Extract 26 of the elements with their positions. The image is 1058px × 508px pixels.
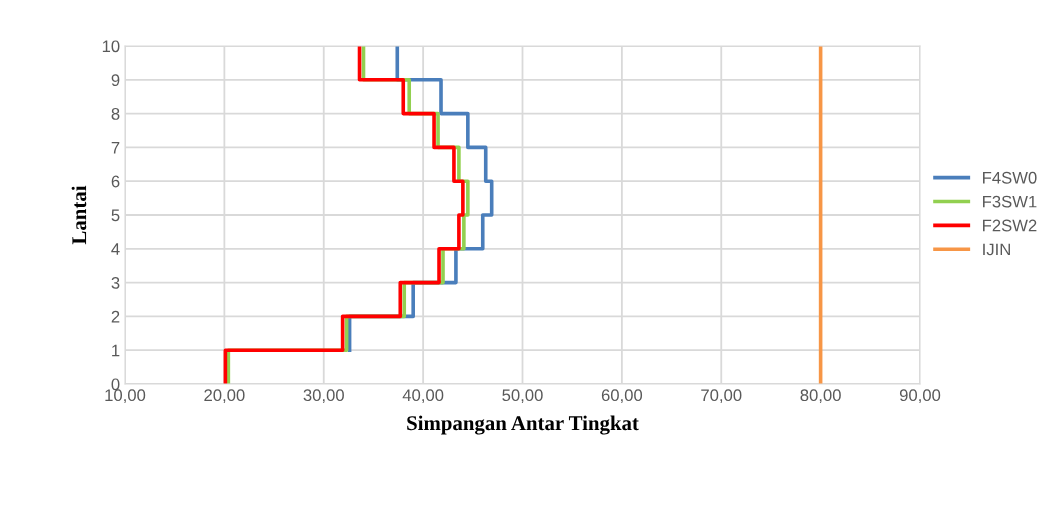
y-tick-label: 7 xyxy=(111,141,120,154)
y-tick-label: 10 xyxy=(102,40,120,53)
y-tick-label: 0 xyxy=(111,378,120,391)
y-tick-label: 8 xyxy=(111,108,120,120)
x-tick-label: 10,00 xyxy=(105,389,146,404)
y-tick-label: 4 xyxy=(111,243,120,255)
x-tick-label: 70,00 xyxy=(701,389,742,404)
y-tick-label: 1 xyxy=(112,344,120,357)
legend-label: IJIN xyxy=(983,243,1010,256)
x-tick-label: 80,00 xyxy=(800,389,841,404)
y-tick-label: 2 xyxy=(111,310,120,323)
x-tick-label: 40,00 xyxy=(402,389,444,404)
x-tick-label: 20,00 xyxy=(204,389,245,404)
y-tick-label: 9 xyxy=(111,74,120,86)
x-tick-label: 90,00 xyxy=(899,389,941,404)
y-tick-label: 3 xyxy=(111,277,120,289)
x-tick-label: 50,00 xyxy=(502,389,543,404)
legend-label: F2SW2 xyxy=(983,219,1037,232)
y-axis-title: Lantai xyxy=(71,185,87,245)
y-tick-label: 6 xyxy=(111,175,120,188)
y-tick-label: 5 xyxy=(111,209,120,222)
x-axis-title: Simpangan Antar Tingkat xyxy=(407,415,639,435)
x-tick-label: 30,00 xyxy=(303,389,344,404)
legend-label: F3SW1 xyxy=(983,195,1037,208)
x-tick-label: 60,00 xyxy=(601,389,643,404)
legend-label: F4SW0 xyxy=(983,171,1037,184)
